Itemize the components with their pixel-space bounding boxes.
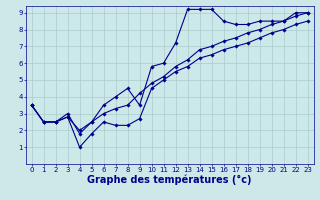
X-axis label: Graphe des températures (°c): Graphe des températures (°c) (87, 174, 252, 185)
